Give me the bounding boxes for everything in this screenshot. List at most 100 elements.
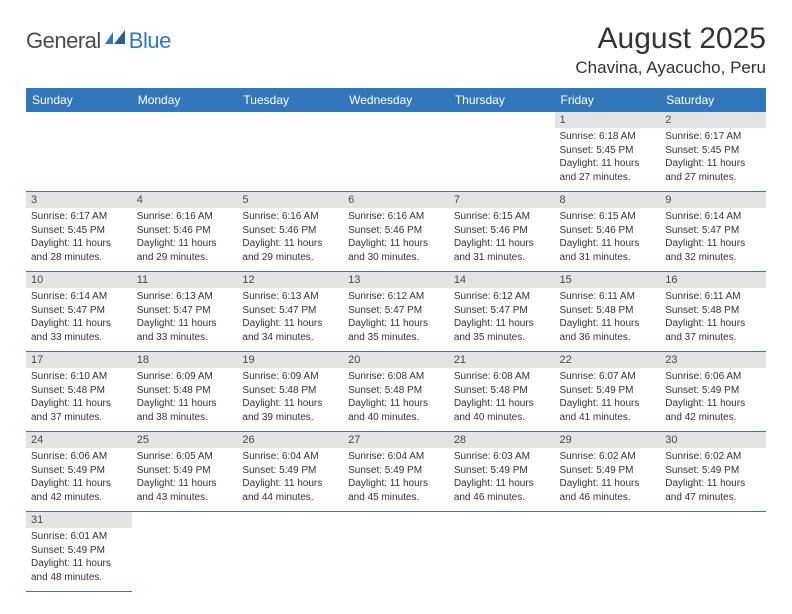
day-number: 27 (343, 432, 449, 448)
day-details: Sunrise: 6:05 AMSunset: 5:49 PMDaylight:… (132, 448, 238, 511)
day-cell: 21Sunrise: 6:08 AMSunset: 5:48 PMDayligh… (449, 352, 555, 432)
day-cell-inner: 23Sunrise: 6:06 AMSunset: 5:49 PMDayligh… (660, 352, 766, 432)
empty-cell (343, 112, 449, 192)
blank-cell (237, 512, 343, 592)
day-number: 22 (555, 352, 661, 368)
day-cell: 12Sunrise: 6:13 AMSunset: 5:47 PMDayligh… (237, 272, 343, 352)
day-number: 15 (555, 272, 661, 288)
day-number: 16 (660, 272, 766, 288)
day-details: Sunrise: 6:15 AMSunset: 5:46 PMDaylight:… (449, 208, 555, 271)
day-cell: 1Sunrise: 6:18 AMSunset: 5:45 PMDaylight… (555, 112, 661, 192)
day-cell: 10Sunrise: 6:14 AMSunset: 5:47 PMDayligh… (26, 272, 132, 352)
day-cell: 11Sunrise: 6:13 AMSunset: 5:47 PMDayligh… (132, 272, 238, 352)
empty-cell (26, 112, 132, 192)
day-details: Sunrise: 6:09 AMSunset: 5:48 PMDaylight:… (132, 368, 238, 431)
day-cell: 6Sunrise: 6:16 AMSunset: 5:46 PMDaylight… (343, 192, 449, 272)
day-details: Sunrise: 6:17 AMSunset: 5:45 PMDaylight:… (26, 208, 132, 271)
blank-cell (449, 512, 555, 592)
day-details: Sunrise: 6:14 AMSunset: 5:47 PMDaylight:… (26, 288, 132, 351)
day-number: 9 (660, 192, 766, 208)
day-details: Sunrise: 6:13 AMSunset: 5:47 PMDaylight:… (237, 288, 343, 351)
day-details: Sunrise: 6:16 AMSunset: 5:46 PMDaylight:… (237, 208, 343, 271)
day-details: Sunrise: 6:02 AMSunset: 5:49 PMDaylight:… (555, 448, 661, 511)
location: Chavina, Ayacucho, Peru (575, 58, 766, 78)
day-cell-inner: 31Sunrise: 6:01 AMSunset: 5:49 PMDayligh… (26, 512, 132, 592)
day-details: Sunrise: 6:16 AMSunset: 5:46 PMDaylight:… (132, 208, 238, 271)
blank-cell (343, 512, 449, 592)
day-cell-inner: 9Sunrise: 6:14 AMSunset: 5:47 PMDaylight… (660, 192, 766, 272)
empty-cell (343, 112, 449, 192)
empty-cell (237, 112, 343, 192)
day-number: 8 (555, 192, 661, 208)
day-details: Sunrise: 6:15 AMSunset: 5:46 PMDaylight:… (555, 208, 661, 271)
day-cell: 9Sunrise: 6:14 AMSunset: 5:47 PMDaylight… (660, 192, 766, 272)
day-cell: 18Sunrise: 6:09 AMSunset: 5:48 PMDayligh… (132, 352, 238, 432)
day-details: Sunrise: 6:06 AMSunset: 5:49 PMDaylight:… (660, 368, 766, 431)
day-cell: 13Sunrise: 6:12 AMSunset: 5:47 PMDayligh… (343, 272, 449, 352)
day-details: Sunrise: 6:09 AMSunset: 5:48 PMDaylight:… (237, 368, 343, 431)
day-number: 28 (449, 432, 555, 448)
blank-cell (660, 512, 766, 592)
day-cell: 8Sunrise: 6:15 AMSunset: 5:46 PMDaylight… (555, 192, 661, 272)
day-cell: 23Sunrise: 6:06 AMSunset: 5:49 PMDayligh… (660, 352, 766, 432)
blank-cell (132, 512, 238, 592)
day-number: 2 (660, 112, 766, 128)
empty-cell (449, 512, 555, 592)
day-cell: 4Sunrise: 6:16 AMSunset: 5:46 PMDaylight… (132, 192, 238, 272)
day-details: Sunrise: 6:11 AMSunset: 5:48 PMDaylight:… (555, 288, 661, 351)
day-details: Sunrise: 6:03 AMSunset: 5:49 PMDaylight:… (449, 448, 555, 511)
day-cell-inner: 4Sunrise: 6:16 AMSunset: 5:46 PMDaylight… (132, 192, 238, 272)
day-number: 13 (343, 272, 449, 288)
day-details: Sunrise: 6:17 AMSunset: 5:45 PMDaylight:… (660, 128, 766, 191)
empty-cell (26, 112, 132, 192)
day-cell-inner: 13Sunrise: 6:12 AMSunset: 5:47 PMDayligh… (343, 272, 449, 352)
day-details: Sunrise: 6:08 AMSunset: 5:48 PMDaylight:… (449, 368, 555, 431)
calendar-table: Sunday Monday Tuesday Wednesday Thursday… (26, 88, 766, 592)
day-number: 7 (449, 192, 555, 208)
flag-icon (105, 30, 127, 46)
blank-cell (555, 512, 661, 592)
day-number: 18 (132, 352, 238, 368)
day-details: Sunrise: 6:08 AMSunset: 5:48 PMDaylight:… (343, 368, 449, 431)
weekday-header: Sunday (26, 88, 132, 112)
day-details: Sunrise: 6:02 AMSunset: 5:49 PMDaylight:… (660, 448, 766, 511)
day-number: 14 (449, 272, 555, 288)
empty-cell (449, 112, 555, 192)
day-number: 12 (237, 272, 343, 288)
day-cell: 24Sunrise: 6:06 AMSunset: 5:49 PMDayligh… (26, 432, 132, 512)
logo-text-general: General (26, 28, 101, 54)
day-details: Sunrise: 6:07 AMSunset: 5:49 PMDaylight:… (555, 368, 661, 431)
day-cell: 2Sunrise: 6:17 AMSunset: 5:45 PMDaylight… (660, 112, 766, 192)
day-number: 19 (237, 352, 343, 368)
day-number: 26 (237, 432, 343, 448)
day-number: 25 (132, 432, 238, 448)
day-cell: 5Sunrise: 6:16 AMSunset: 5:46 PMDaylight… (237, 192, 343, 272)
day-details: Sunrise: 6:18 AMSunset: 5:45 PMDaylight:… (555, 128, 661, 191)
day-cell-inner: 15Sunrise: 6:11 AMSunset: 5:48 PMDayligh… (555, 272, 661, 352)
weekday-header: Wednesday (343, 88, 449, 112)
day-details: Sunrise: 6:11 AMSunset: 5:48 PMDaylight:… (660, 288, 766, 351)
weekday-header: Monday (132, 88, 238, 112)
day-cell-inner: 20Sunrise: 6:08 AMSunset: 5:48 PMDayligh… (343, 352, 449, 432)
day-cell: 22Sunrise: 6:07 AMSunset: 5:49 PMDayligh… (555, 352, 661, 432)
day-cell-inner: 8Sunrise: 6:15 AMSunset: 5:46 PMDaylight… (555, 192, 661, 272)
day-number: 24 (26, 432, 132, 448)
day-cell-inner: 30Sunrise: 6:02 AMSunset: 5:49 PMDayligh… (660, 432, 766, 512)
day-cell: 14Sunrise: 6:12 AMSunset: 5:47 PMDayligh… (449, 272, 555, 352)
day-details: Sunrise: 6:13 AMSunset: 5:47 PMDaylight:… (132, 288, 238, 351)
day-number: 23 (660, 352, 766, 368)
calendar-body: 1Sunrise: 6:18 AMSunset: 5:45 PMDaylight… (26, 112, 766, 592)
day-cell-inner: 21Sunrise: 6:08 AMSunset: 5:48 PMDayligh… (449, 352, 555, 432)
day-cell-inner: 24Sunrise: 6:06 AMSunset: 5:49 PMDayligh… (26, 432, 132, 512)
header: General Blue August 2025 Chavina, Ayacuc… (26, 22, 766, 78)
logo-text-blue: Blue (129, 28, 171, 54)
calendar-row: 17Sunrise: 6:10 AMSunset: 5:48 PMDayligh… (26, 352, 766, 432)
empty-cell (237, 512, 343, 592)
day-details: Sunrise: 6:12 AMSunset: 5:47 PMDaylight:… (449, 288, 555, 351)
day-cell-inner: 16Sunrise: 6:11 AMSunset: 5:48 PMDayligh… (660, 272, 766, 352)
title-block: August 2025 Chavina, Ayacucho, Peru (575, 22, 766, 78)
day-number: 21 (449, 352, 555, 368)
day-cell-inner: 12Sunrise: 6:13 AMSunset: 5:47 PMDayligh… (237, 272, 343, 352)
empty-cell (660, 512, 766, 592)
day-cell: 28Sunrise: 6:03 AMSunset: 5:49 PMDayligh… (449, 432, 555, 512)
